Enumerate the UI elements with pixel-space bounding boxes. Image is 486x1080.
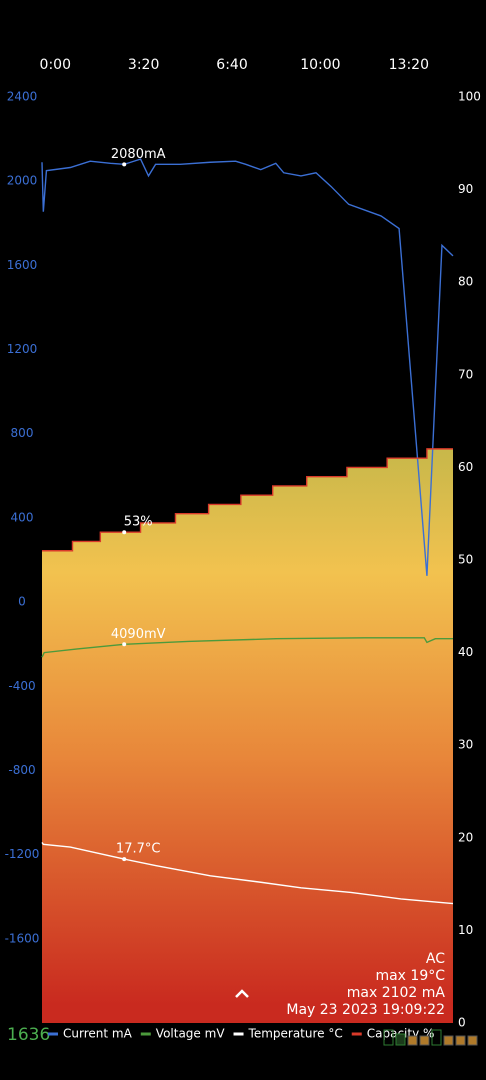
status-max-current: max 2102 mA (347, 985, 446, 1001)
status-max-temp: max 19°C (375, 968, 445, 984)
y2-tick-label: 70 (458, 367, 473, 381)
y2-tick-label: 30 (458, 738, 473, 752)
y2-tick-label: 100 (458, 90, 481, 104)
legend-label: Temperature °C (248, 1027, 343, 1041)
icon-bar (431, 1029, 442, 1046)
y2-tick-label: 0 (458, 1016, 466, 1030)
y2-tick-label: 10 (458, 923, 473, 937)
annotation-dot (122, 530, 127, 535)
y-tick-label: -400 (8, 679, 35, 693)
icon-bar (419, 1035, 430, 1046)
icon-bar (467, 1035, 478, 1046)
y-tick-label: 400 (11, 510, 34, 524)
y-tick-label: -1200 (5, 847, 40, 861)
y-tick-label: 1200 (7, 342, 38, 356)
legend-label: Current mA (63, 1027, 133, 1041)
y2-tick-label: 90 (458, 182, 473, 196)
status-icons (383, 1029, 478, 1046)
expand-chevron[interactable] (235, 989, 249, 998)
annotation-label: 4090mV (111, 627, 166, 642)
series-line (41, 637, 453, 658)
y-tick-label: 1600 (7, 258, 38, 272)
annotation-label: 17.7°C (116, 842, 161, 857)
y2-tick-label: 50 (458, 553, 473, 567)
legend: Current mA Voltage mV Temperature °C Capaci… (48, 1027, 434, 1041)
y2-tick-label: 40 (458, 645, 473, 659)
legend-label: Voltage mV (156, 1027, 226, 1041)
status-timestamp: May 23 2023 19:09:22 (286, 1002, 445, 1018)
plot: 0:00 3:20 6:40 10:00 13:20240020001600120080… (5, 57, 481, 1030)
x-tick-label: 3:20 (128, 57, 159, 73)
annotation-label: 53% (124, 515, 153, 530)
y2-tick-label: 80 (458, 275, 473, 289)
y-tick-label: 0 (18, 595, 26, 609)
annotation-label: 2080mA (111, 147, 166, 162)
icon-bar (443, 1035, 454, 1046)
icon-bar (455, 1035, 466, 1046)
capacity-area (42, 448, 453, 1023)
series-line (41, 158, 454, 576)
x-tick-label: 13:20 (389, 57, 429, 73)
y-tick-label: 2000 (7, 174, 38, 188)
x-tick-label: 0:00 (40, 57, 71, 73)
annotation-dot (122, 642, 127, 647)
x-tick-label: 10:00 (300, 57, 340, 73)
y2-tick-label: 20 (458, 830, 473, 844)
counter: 1636 (7, 1025, 50, 1045)
icon-bar (395, 1033, 406, 1046)
icon-bar (407, 1035, 418, 1046)
icon-bar (383, 1029, 394, 1046)
annotation-dot (122, 162, 127, 167)
series-line (42, 448, 453, 552)
y-tick-label: 800 (11, 426, 34, 440)
y2-tick-label: 60 (458, 460, 473, 474)
x-tick-label: 6:40 (216, 57, 247, 73)
y-tick-label: -800 (8, 763, 35, 777)
annotation-dot (122, 857, 127, 862)
y-tick-label: -1600 (5, 931, 40, 945)
y-tick-label: 2400 (7, 90, 38, 104)
series-line (41, 842, 454, 905)
status-source: AC (426, 951, 445, 967)
